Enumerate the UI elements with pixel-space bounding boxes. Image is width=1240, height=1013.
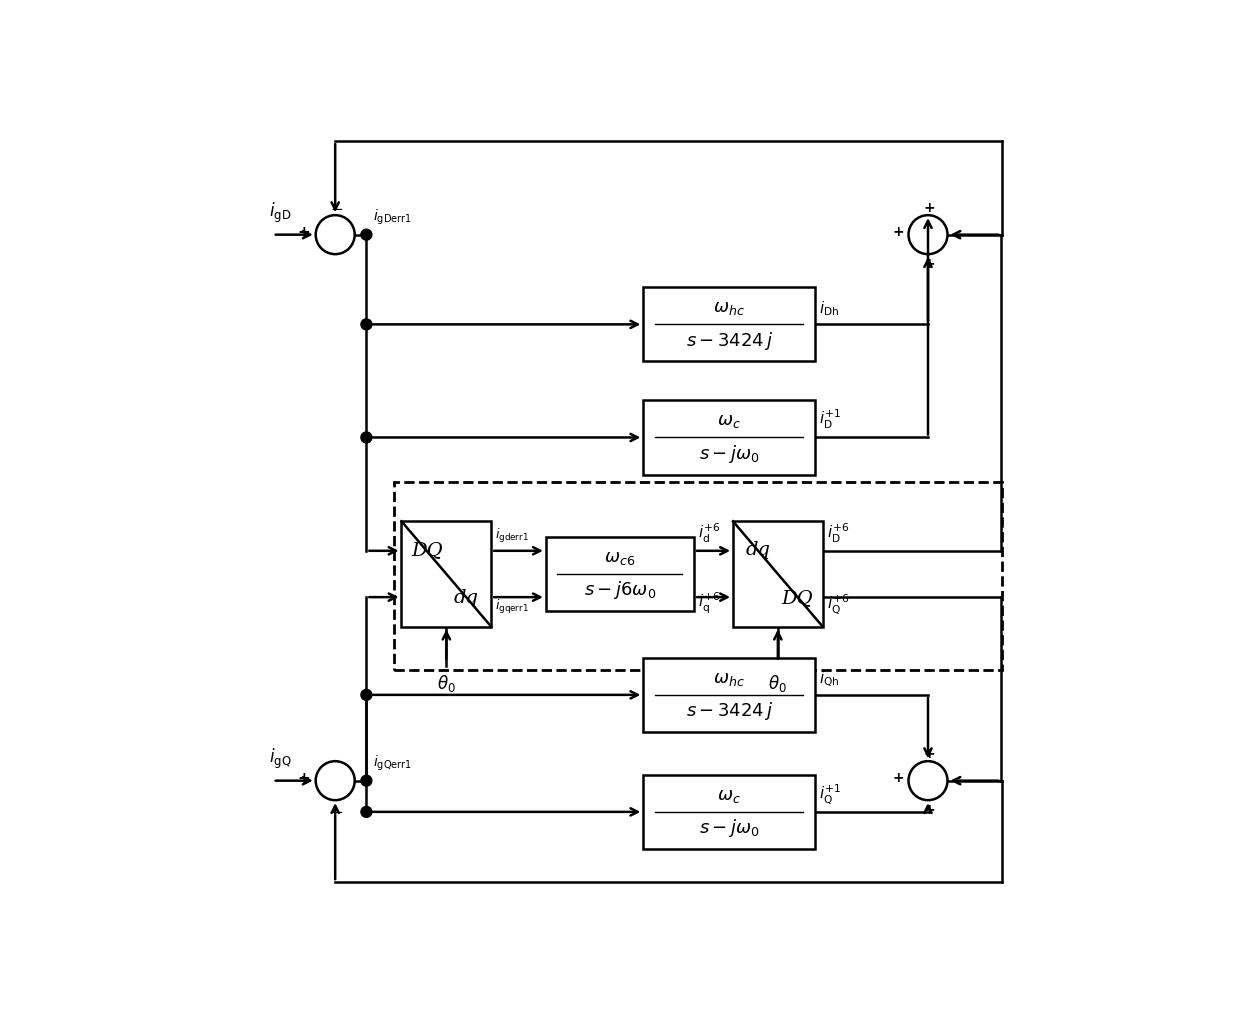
Text: $i_{\mathrm{D}}^{+6}$: $i_{\mathrm{D}}^{+6}$ xyxy=(827,522,849,545)
Text: $i_{\mathrm{Q}}^{+1}$: $i_{\mathrm{Q}}^{+1}$ xyxy=(818,782,841,805)
Text: $i_{\mathrm{gderr1}}$: $i_{\mathrm{gderr1}}$ xyxy=(495,527,529,545)
Text: $i_{\mathrm{Qh}}$: $i_{\mathrm{Qh}}$ xyxy=(818,670,839,689)
Circle shape xyxy=(361,432,372,443)
Circle shape xyxy=(361,806,372,817)
FancyBboxPatch shape xyxy=(644,288,815,362)
Circle shape xyxy=(361,775,372,786)
Text: +: + xyxy=(298,771,310,786)
Text: $i_{\mathrm{Q}}^{+6}$: $i_{\mathrm{Q}}^{+6}$ xyxy=(827,592,849,616)
Text: $-$: $-$ xyxy=(330,803,343,817)
Text: $\omega_c$: $\omega_c$ xyxy=(717,412,742,431)
FancyBboxPatch shape xyxy=(644,400,815,474)
Text: $i_{\mathrm{gDerr1}}$: $i_{\mathrm{gDerr1}}$ xyxy=(373,208,412,227)
Text: $s-j\omega_0$: $s-j\omega_0$ xyxy=(698,443,759,465)
Text: $i_{\mathrm{gD}}$: $i_{\mathrm{gD}}$ xyxy=(269,202,291,225)
Text: $s-3424\,j$: $s-3424\,j$ xyxy=(686,329,773,352)
FancyBboxPatch shape xyxy=(393,482,1002,670)
Circle shape xyxy=(361,229,372,240)
Text: +: + xyxy=(298,225,310,240)
Text: $\theta_0$: $\theta_0$ xyxy=(436,674,456,695)
Text: $i_{\mathrm{D}}^{+1}$: $i_{\mathrm{D}}^{+1}$ xyxy=(818,408,841,432)
Text: $\omega_{c6}$: $\omega_{c6}$ xyxy=(604,549,636,566)
Text: +: + xyxy=(893,771,904,785)
Text: DQ: DQ xyxy=(781,590,813,607)
Text: $i_{\mathrm{gQerr1}}$: $i_{\mathrm{gQerr1}}$ xyxy=(373,754,412,773)
Text: $i_{\mathrm{gqerr1}}$: $i_{\mathrm{gqerr1}}$ xyxy=(495,598,529,616)
Text: +: + xyxy=(893,225,904,239)
Text: $-$: $-$ xyxy=(330,200,343,215)
Circle shape xyxy=(361,690,372,700)
Text: +: + xyxy=(924,802,935,816)
Text: +: + xyxy=(924,748,935,761)
Text: dq: dq xyxy=(454,590,479,607)
Text: $\theta_0$: $\theta_0$ xyxy=(769,674,787,695)
Text: $s-j\omega_0$: $s-j\omega_0$ xyxy=(698,817,759,839)
Text: $i_{\mathrm{Dh}}$: $i_{\mathrm{Dh}}$ xyxy=(818,300,839,318)
Text: $s-j6\omega_0$: $s-j6\omega_0$ xyxy=(584,579,656,602)
FancyBboxPatch shape xyxy=(546,537,694,611)
Text: $\omega_c$: $\omega_c$ xyxy=(717,786,742,804)
FancyBboxPatch shape xyxy=(644,775,815,849)
Text: +: + xyxy=(924,202,935,215)
FancyBboxPatch shape xyxy=(644,657,815,732)
FancyBboxPatch shape xyxy=(402,522,491,627)
Text: $\omega_{hc}$: $\omega_{hc}$ xyxy=(713,299,745,317)
Text: $i_{\mathrm{gQ}}$: $i_{\mathrm{gQ}}$ xyxy=(269,748,291,771)
Text: $i_{\mathrm{d}}^{+6}$: $i_{\mathrm{d}}^{+6}$ xyxy=(698,522,720,545)
Circle shape xyxy=(361,319,372,330)
Text: dq: dq xyxy=(745,541,770,559)
Text: $s-3424\,j$: $s-3424\,j$ xyxy=(686,700,773,722)
FancyBboxPatch shape xyxy=(733,522,822,627)
Text: $\omega_{hc}$: $\omega_{hc}$ xyxy=(713,670,745,688)
Text: $i_{\mathrm{q}}^{+6}$: $i_{\mathrm{q}}^{+6}$ xyxy=(698,591,720,616)
Text: +: + xyxy=(924,256,935,270)
Text: DQ: DQ xyxy=(410,541,443,559)
